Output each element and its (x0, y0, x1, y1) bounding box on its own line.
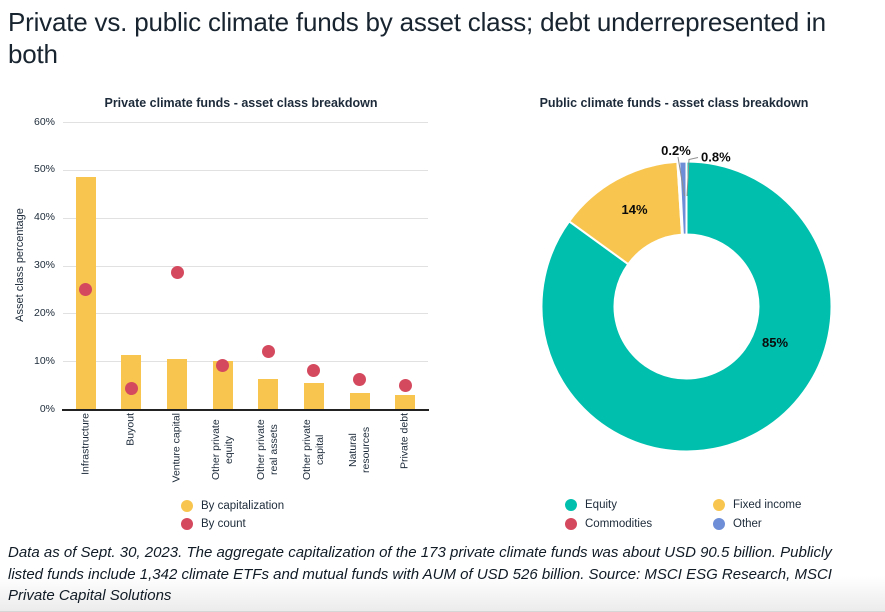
x-label-infrastructure: Infrastructure (79, 413, 92, 475)
bar-other-private-equity (212, 361, 233, 409)
y-tick-label: 10% (33, 354, 55, 367)
gridline (63, 265, 428, 267)
legend-item-other: Other (713, 515, 801, 533)
legend-item-fixed-income: Fixed income (713, 496, 801, 514)
y-tick-label: 30% (33, 259, 55, 271)
donut-chart-legend: Equity Fixed income Commodities Other (565, 496, 801, 534)
gridline (63, 217, 428, 219)
other-swatch-icon (713, 518, 725, 530)
y-tick-label: 20% (33, 306, 55, 319)
x-label-other-private-capital: Other private capital (300, 419, 326, 481)
slice-value-label-commodities: 0.2% (661, 143, 691, 158)
count-dot-other-private-capital (307, 363, 321, 377)
page-title: Private vs. public climate funds by asse… (8, 7, 826, 69)
legend-label: Equity (585, 499, 617, 511)
slice-value-label-fixed-income: 14% (621, 202, 647, 217)
legend-label: Other (733, 518, 762, 530)
gridline (63, 361, 428, 363)
y-tick-label: 50% (33, 163, 55, 176)
donut-chart-title: Public climate funds - asset class break… (539, 96, 809, 110)
count-dot-other-private-equity (216, 359, 230, 372)
slice-value-label-other: 0.8% (701, 150, 731, 165)
slice-equity (540, 160, 833, 453)
count-dot-private-debt (398, 379, 412, 393)
x-label-natural-resources: Natural resources (346, 426, 372, 474)
y-tick-label: 40% (33, 211, 55, 224)
x-label-other-private-real-assets: Other private real assets (255, 419, 281, 481)
bar-natural-resources (349, 393, 370, 409)
x-label-venture-capital: Venture capital (170, 413, 183, 483)
gridline (63, 169, 428, 171)
by-count-swatch-icon (181, 518, 193, 530)
bar-chart-legend: By capitalization By count (181, 497, 284, 533)
slice-value-label-equity: 85% (762, 335, 788, 350)
x-label-private-debt: Private debt (398, 413, 411, 470)
donut-chart: 85% 14% 0.2% 0.8% (540, 143, 833, 453)
bar-chart-title: Private climate funds - asset class brea… (104, 96, 378, 110)
gridline (63, 122, 428, 123)
bar-venture-capital (167, 359, 188, 409)
fixed-income-swatch-icon (713, 499, 725, 511)
x-axis-line (62, 409, 429, 411)
bar-private-debt (395, 395, 416, 409)
legend-label: By count (201, 518, 246, 530)
count-dot-natural-resources (353, 372, 367, 386)
y-tick-label: 60% (33, 115, 55, 128)
legend-item-commodities: Commodities (565, 515, 713, 533)
bar-other-private-real-assets (258, 378, 279, 409)
footnote: Data as of Sept. 30, 2023. The aggregate… (8, 544, 832, 604)
x-label-other-private-equity: Other private equity (209, 419, 235, 481)
callout-line-commodities (677, 156, 685, 197)
count-dot-other-private-real-assets (261, 345, 275, 359)
by-capitalization-swatch-icon (181, 500, 193, 512)
count-dot-buyout (124, 381, 138, 395)
gridline (63, 313, 428, 315)
legend-label: Fixed income (733, 499, 802, 511)
count-dot-infrastructure (79, 283, 93, 297)
legend-label: Commodities (585, 518, 653, 530)
legend-item-equity: Equity (565, 496, 713, 514)
slice-other (678, 160, 688, 236)
legend-item-by-count: By count (181, 515, 284, 533)
legend-item-by-capitalization: By capitalization (181, 497, 284, 515)
commodities-swatch-icon (565, 518, 577, 530)
x-label-buyout: Buyout (124, 413, 137, 446)
y-tick-label: 0% (39, 402, 55, 415)
bar-other-private-capital (303, 383, 324, 409)
equity-swatch-icon (565, 499, 577, 511)
bottom-gradient (0, 576, 885, 612)
count-dot-venture-capital (170, 266, 184, 280)
callout-line-other (686, 157, 699, 197)
legend-label: By capitalization (201, 500, 285, 512)
